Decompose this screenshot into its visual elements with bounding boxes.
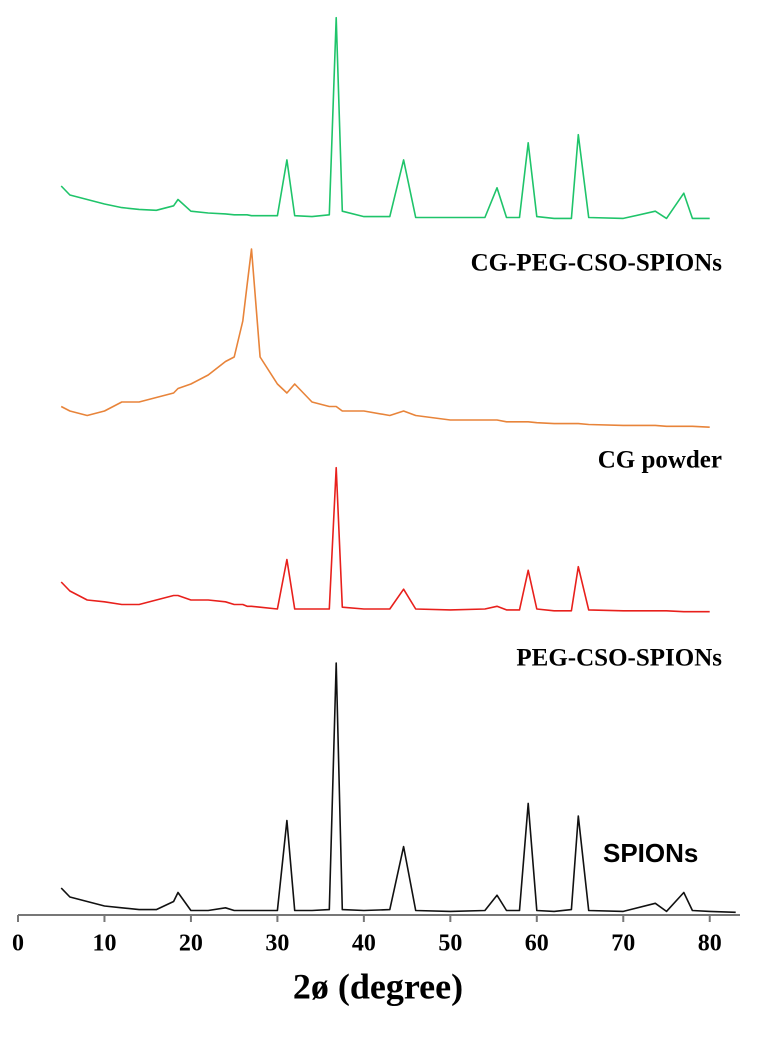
series-line [60, 662, 736, 914]
series-label: PEG-CSO-SPIONs [516, 645, 722, 672]
series-label: CG powder [598, 447, 722, 474]
x-tick-label: 10 [92, 931, 116, 957]
x-tick-label: 20 [179, 931, 203, 957]
x-tick-label: 40 [352, 931, 376, 957]
x-tick-label: 0 [12, 931, 24, 957]
x-tick-label: 50 [438, 931, 462, 957]
series-line [60, 16, 710, 220]
x-tick-label: 30 [265, 931, 289, 957]
series-line [60, 248, 710, 428]
x-tick-label: 80 [698, 931, 722, 957]
x-tick-label: 60 [525, 931, 549, 957]
series-label: CG-PEG-CSO-SPIONs [471, 250, 723, 277]
series-label: SPIONs [603, 838, 698, 868]
x-tick-label: 70 [611, 931, 635, 957]
x-axis-label: 2ø (degree) [293, 966, 463, 1006]
series-line [60, 466, 710, 613]
